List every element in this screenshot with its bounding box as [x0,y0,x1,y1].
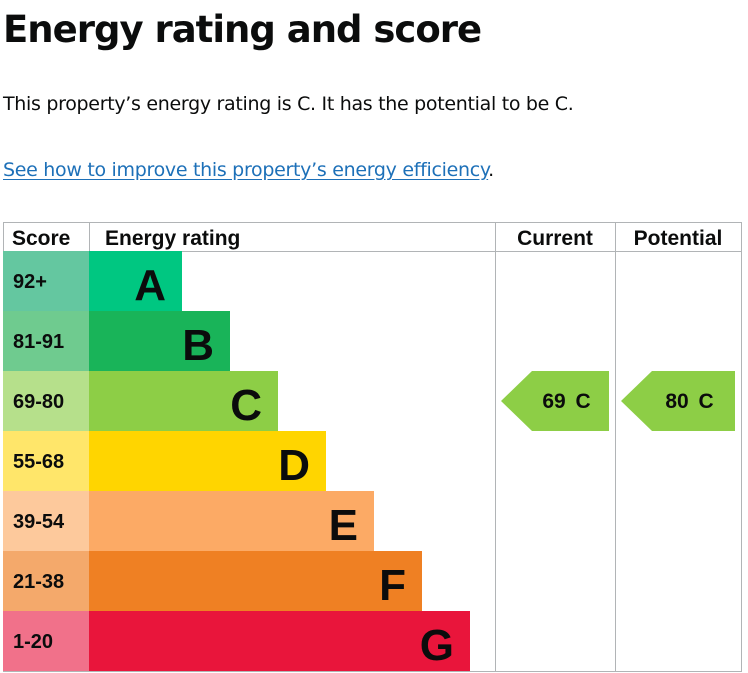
score-cell-f [3,551,89,611]
link-suffix: . [488,159,494,181]
rating-bar-g [89,611,470,671]
rating-letter-c: C [230,381,262,430]
header-potential: Potential [634,227,723,250]
current-rating-label: 69 C [542,390,590,413]
rating-bar-c [89,371,278,431]
rating-letter-e: E [329,501,358,550]
score-range-b: 81-91 [13,331,64,353]
improve-efficiency-link[interactable]: See how to improve this property’s energ… [3,159,489,181]
rating-bar-b [89,311,230,371]
rating-letter-b: B [182,321,214,370]
header-score: Score [12,227,70,250]
score-cell-d [3,431,89,491]
improvement-link-line: See how to improve this property’s energ… [3,155,494,185]
rating-letter-d: D [278,441,310,490]
rating-letter-f: F [379,561,406,610]
rating-bar-e [89,491,374,551]
rating-bar-d [89,431,326,491]
score-range-f: 21-38 [13,571,64,593]
header-current: Current [517,227,593,250]
rating-summary: This property’s energy rating is C. It h… [3,93,574,115]
score-range-c: 69-80 [13,391,64,413]
score-range-g: 1-20 [13,631,53,653]
page-title: Energy rating and score [3,8,482,51]
score-range-a: 92+ [13,271,47,293]
rating-bar-f [89,551,422,611]
rating-letter-a: A [134,261,166,310]
score-cell-g [3,611,89,671]
potential-arrow [621,371,735,431]
score-cell-c [3,371,89,431]
score-range-e: 39-54 [13,511,65,533]
rating-bar-a [89,251,182,311]
score-cell-b [3,311,89,371]
score-range-d: 55-68 [13,451,64,473]
rating-letter-g: G [420,621,454,670]
potential-rating-label: 80 C [665,390,713,413]
score-cell-a [3,251,89,311]
header-energy-rating: Energy rating [105,227,240,250]
current-arrow [501,371,609,431]
score-cell-e [3,491,89,551]
